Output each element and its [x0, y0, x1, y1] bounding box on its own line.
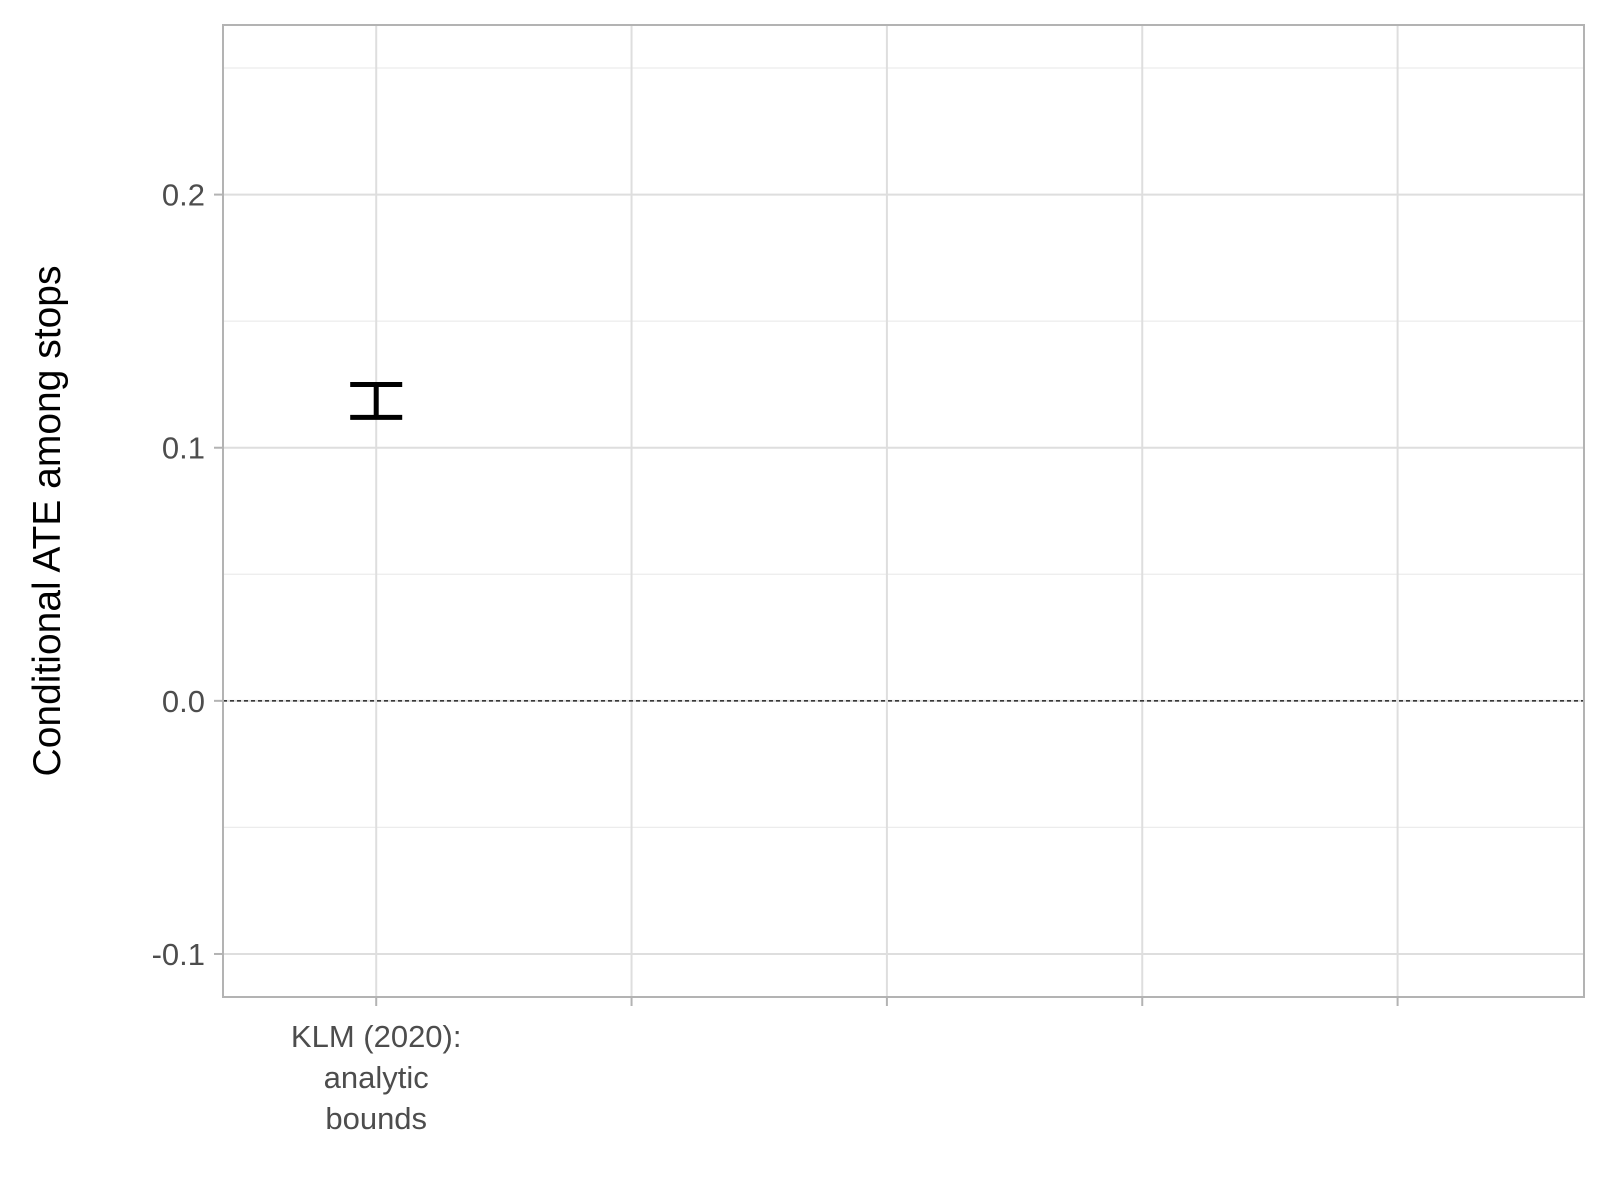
x-tick-label: KLM (2020): analytic bounds: [291, 1019, 462, 1136]
y-tick-label: 0.0: [162, 684, 205, 719]
y-tick-label: -0.1: [152, 937, 205, 972]
interval-errorbar: [350, 381, 403, 420]
y-tick-label: 0.2: [162, 178, 205, 213]
y-axis-ticks: -0.1 0.0 0.1 0.2: [152, 178, 223, 972]
y-tick-label: 0.1: [162, 431, 205, 466]
interval-marks: [350, 381, 403, 420]
minor-gridlines: [223, 67, 1584, 829]
x-axis-ticks: KLM (2020): analytic bounds: [291, 997, 1399, 1136]
plot-panel: [222, 24, 1585, 998]
y-axis-title: Conditional ATE among stops: [26, 266, 69, 777]
